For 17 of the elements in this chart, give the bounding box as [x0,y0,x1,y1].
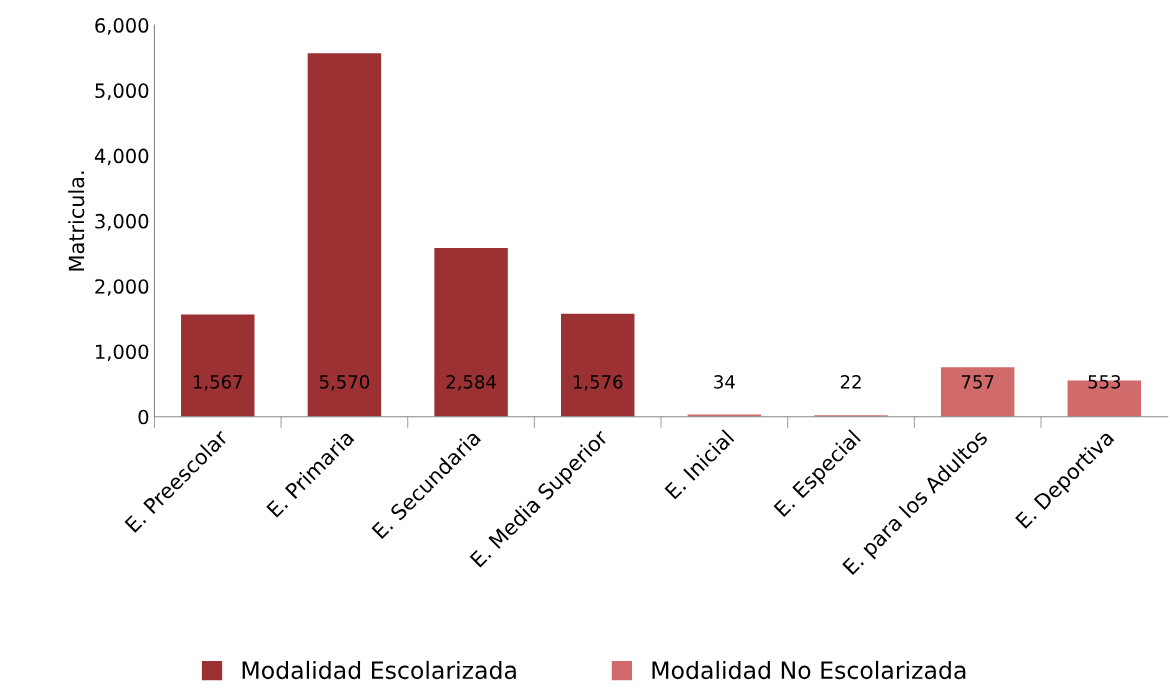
data-label: 1,576 [573,375,623,391]
y-tick-label: 4,000 [94,148,149,166]
y-tick-label: 5,000 [95,83,149,101]
data-label: 5,570 [319,375,370,391]
y-tick-label: 2,000 [95,279,149,296]
y-tick-label: 6,000 [95,18,149,35]
data-label: 1,567 [193,375,243,391]
legend-label: Modalidad Escolarizada [242,660,516,680]
y-tick-label: 1,000 [96,344,149,362]
y-tick-label: 3,000 [95,213,149,231]
data-label: 22 [840,375,861,389]
data-label: 757 [961,375,994,389]
y-tick-label: 0 [138,409,149,425]
data-label: 2,584 [446,375,496,391]
data-label: 34 [714,375,735,389]
y-axis-title: Matricula. [68,171,85,271]
legend-label: Modalidad No Escolarizada [652,660,966,680]
